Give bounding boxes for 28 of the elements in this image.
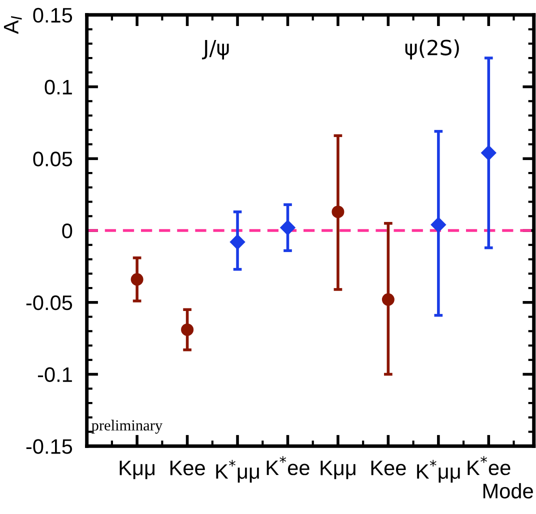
x-tick-label: Kee — [170, 460, 205, 476]
x-tick-label: Kμμ — [320, 460, 356, 480]
x-axis-title: Mode — [483, 483, 533, 498]
annotation: J/ψ — [202, 40, 229, 60]
point — [230, 234, 246, 250]
point — [382, 293, 394, 306]
annotation: preliminary — [92, 420, 163, 434]
y-tick-label: 0 — [62, 224, 72, 238]
y-tick-label: 0.15 — [33, 8, 72, 23]
x-tick-label: K$^{*}$μμ — [216, 460, 259, 483]
x-tick-label: Kee — [371, 460, 406, 476]
y-axis-title: A$_{I}$ — [4, 16, 22, 34]
y-tick-label: 0.05 — [33, 152, 72, 166]
point — [430, 217, 446, 232]
x-tick-label: Kμμ — [120, 460, 154, 480]
y-tick-label: -0.05 — [26, 295, 72, 310]
x-tick-label: K$^{*}$ee — [468, 456, 510, 476]
y-tick-label: 0.1 — [44, 80, 72, 95]
x-tick-label: K$^{*}$μμ — [417, 460, 460, 483]
y-tick-label: -0.1 — [38, 367, 72, 382]
annotation: ψ(2S) — [405, 39, 459, 60]
point — [481, 145, 496, 160]
point — [332, 206, 344, 218]
point — [181, 323, 194, 336]
x-tick-label: K$^{*}$ee — [266, 456, 310, 476]
point — [130, 273, 144, 286]
y-tick-label: -0.15 — [26, 439, 72, 454]
point — [280, 220, 296, 236]
